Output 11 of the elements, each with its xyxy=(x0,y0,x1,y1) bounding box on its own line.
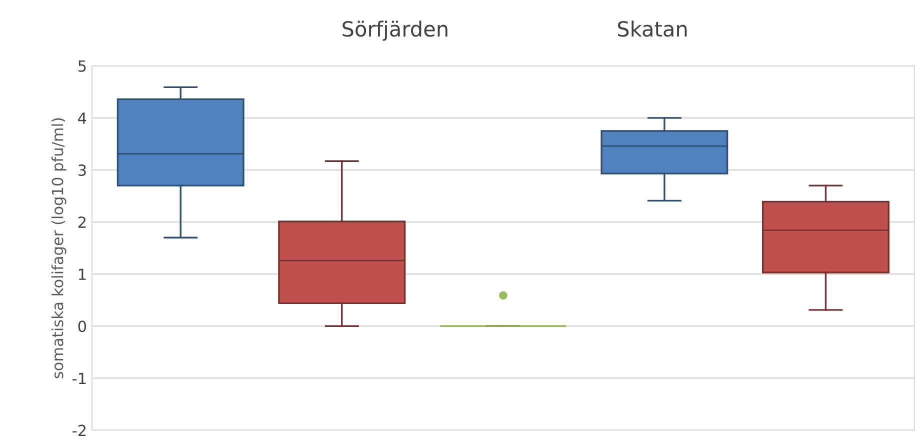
text: Skatan xyxy=(618,20,687,37)
y-tick-label: 3 xyxy=(78,164,86,176)
y-tick-label: 4 xyxy=(78,112,86,124)
y-tick-label: 0 xyxy=(78,320,86,332)
y-tick-label: -2 xyxy=(72,424,86,436)
y-tick-label: 5 xyxy=(78,60,86,72)
y-tick-label: 1 xyxy=(78,268,86,280)
y-tick-label: 2 xyxy=(78,216,86,228)
text: Sörfjärden xyxy=(342,20,448,41)
y-axis-title: somatiska kolifager (log10 pfu/ml) xyxy=(51,118,66,378)
y-tick-label: -1 xyxy=(72,372,86,384)
